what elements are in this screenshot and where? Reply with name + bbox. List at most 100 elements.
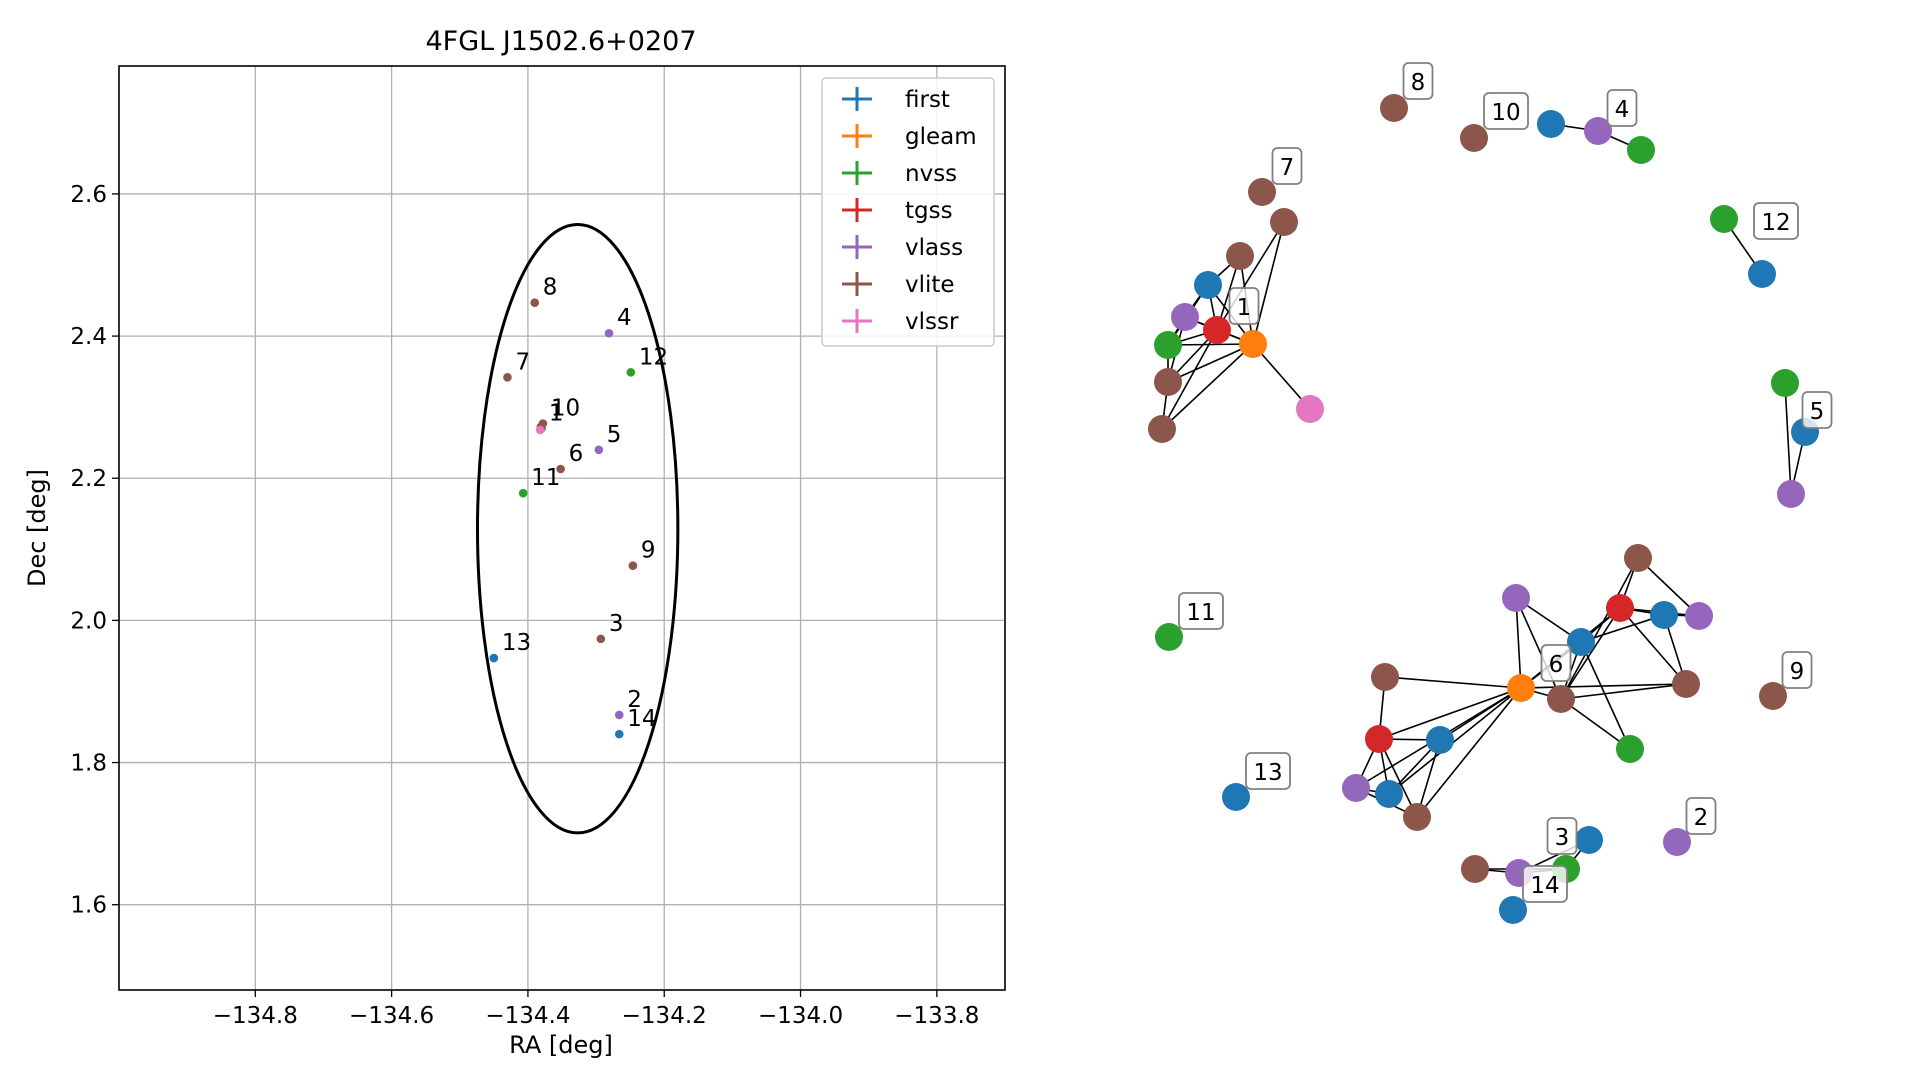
graph-node-vlite [1759, 682, 1787, 710]
graph-node-vlass [1171, 303, 1199, 331]
graph-node-vlass [1502, 584, 1530, 612]
graph-edge [1520, 683, 1687, 689]
legend: first gleam nvss tgss vlass vlite vlssr [821, 77, 995, 347]
component-label-box [1271, 147, 1303, 185]
y-tick-label: 2.6 [70, 182, 107, 208]
point-annotation: 12 [639, 344, 668, 370]
graph-edge [1378, 738, 1418, 818]
component-label: 14 [1522, 865, 1568, 903]
point-vlass [604, 328, 614, 338]
graph-edge [1560, 698, 1631, 750]
point-annotation: 11 [531, 465, 560, 491]
graph-edge [1378, 687, 1522, 740]
y-tick-label: 2.0 [70, 608, 107, 634]
component-label-text: 9 [1790, 659, 1805, 685]
graph-node-first [1650, 601, 1678, 629]
graph-node-vlite [1148, 415, 1176, 443]
graph-node-tgss [1365, 725, 1393, 753]
graph-node-first [1748, 260, 1776, 288]
crossmatch-network-graph: 1 6 4 5 3 12 7 8 10 11 9 13 2 14 [1148, 62, 1833, 924]
graph-node-nvss [1155, 623, 1183, 651]
graph-nodes [1148, 94, 1819, 924]
point-annotations: 8 4 7 12 110 56 11 9 3 13 214 [502, 275, 668, 732]
component-label-text: 5 [1810, 399, 1825, 425]
chart-title: 4FGL J1502.6+0207 [425, 26, 696, 57]
graph-edge [1252, 221, 1285, 345]
plot-frame [118, 65, 1006, 991]
graph-node-nvss [1710, 205, 1738, 233]
point-annotation: 5 [607, 422, 622, 448]
point-annotation: 6 [569, 441, 584, 467]
component-label-text: 4 [1615, 97, 1630, 123]
graph-node-vlite [1226, 242, 1254, 270]
component-label: 6 [1540, 644, 1572, 682]
y-tick-label: 2.4 [70, 324, 107, 350]
component-label: 3 [1546, 817, 1578, 855]
component-label-text: 8 [1411, 70, 1426, 96]
point-vlite [628, 561, 638, 570]
graph-edge [1784, 382, 1792, 495]
graph-node-vlite [1460, 124, 1488, 152]
graph-edge [1560, 607, 1621, 700]
graph-edge [1252, 343, 1311, 410]
graph-node-vlite [1403, 803, 1431, 831]
component-label-text: 3 [1555, 825, 1570, 851]
graph-node-nvss [1616, 735, 1644, 763]
graph-node-vlass [1777, 480, 1805, 508]
graph-node-vlssr [1296, 395, 1324, 423]
graph-node-vlass [1663, 828, 1691, 856]
point-annotation: 3 [609, 611, 624, 637]
component-label: 5 [1801, 391, 1833, 429]
component-label-box [1228, 287, 1260, 325]
y-tick-label: 1.6 [70, 893, 107, 919]
point-vlite [503, 373, 512, 382]
graph-node-tgss [1203, 316, 1231, 344]
uncertainty-ellipse-group [475, 223, 680, 835]
uncertainty-ellipse [475, 223, 680, 835]
component-label: 13 [1245, 752, 1291, 790]
graph-node-first [1194, 271, 1222, 299]
point-vlass [614, 710, 624, 720]
component-label-box [1801, 391, 1833, 429]
component-label: 8 [1402, 62, 1434, 100]
legend-box [821, 77, 995, 347]
graph-node-first [1426, 726, 1454, 754]
x-tick-label: −134.4 [485, 1003, 570, 1029]
x-tick-label: −134.6 [349, 1003, 434, 1029]
graph-node-vlass [1685, 602, 1713, 630]
graph-edge [1515, 597, 1522, 689]
point-annotation: 2 [627, 687, 642, 713]
graph-node-vlite [1371, 663, 1399, 691]
graph-node-vlite [1154, 368, 1182, 396]
graph-node-nvss [1771, 369, 1799, 397]
component-label-box [1522, 865, 1568, 903]
component-label: 10 [1483, 92, 1529, 130]
point-annotation: 1 [549, 400, 564, 426]
graph-node-vlass [1342, 774, 1370, 802]
graph-edge [1161, 343, 1254, 430]
component-label-text: 6 [1549, 652, 1564, 678]
component-label-box [1402, 62, 1434, 100]
component-label-box [1245, 752, 1291, 790]
point-first [614, 729, 624, 739]
graph-node-first [1499, 896, 1527, 924]
graph-node-vlite [1270, 208, 1298, 236]
component-label: 11 [1178, 592, 1224, 630]
x-axis-label: RA [deg] [509, 1031, 613, 1059]
component-label-text: 14 [1530, 873, 1559, 899]
point-annotation: 8 [543, 275, 558, 301]
legend-label-vlass: vlass [905, 235, 963, 261]
y-axis-label: Dec [deg] [23, 469, 51, 587]
graph-node-gleam [1239, 330, 1267, 358]
component-label-box [1753, 202, 1799, 240]
component-label-box [1606, 89, 1638, 127]
sky-scatter-chart: 4FGL J1502.6+0207 8 4 7 12 110 56 11 9 3 13 214 −1… [23, 26, 1006, 1059]
component-label: 2 [1685, 797, 1717, 835]
point-annotation: 10 [551, 396, 580, 422]
graph-node-first [1222, 783, 1250, 811]
graph-edge [1560, 683, 1687, 700]
point-annotation: 9 [641, 538, 656, 564]
legend-label-first: first [905, 87, 950, 113]
graph-node-vlite [1547, 685, 1575, 713]
point-annotation: 13 [502, 630, 531, 656]
